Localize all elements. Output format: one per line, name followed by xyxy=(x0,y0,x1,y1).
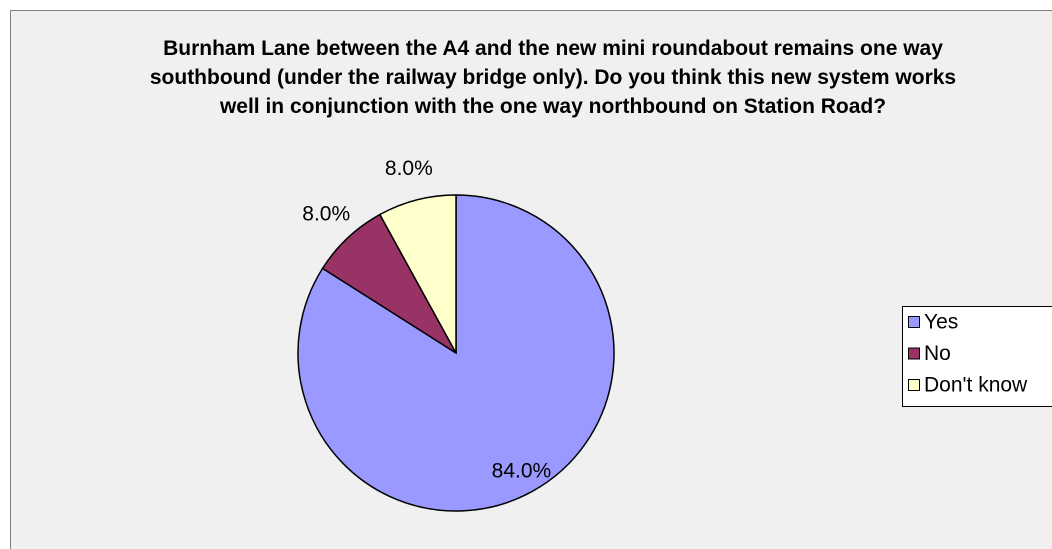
legend-label: Yes xyxy=(924,311,958,334)
chart-title: Burnham Lane between the A4 and the new … xyxy=(149,37,957,118)
data-label: 8.0% xyxy=(302,202,350,225)
pie-slice xyxy=(378,194,457,354)
legend-label: No xyxy=(924,342,951,365)
legend-box xyxy=(902,306,1052,407)
legend-swatch xyxy=(908,379,920,391)
legend-swatch xyxy=(908,316,920,328)
legend-swatch xyxy=(908,347,920,360)
data-label: 8.0% xyxy=(385,157,433,180)
legend-label: Don't know xyxy=(924,374,1028,397)
data-label: 84.0% xyxy=(492,460,552,483)
